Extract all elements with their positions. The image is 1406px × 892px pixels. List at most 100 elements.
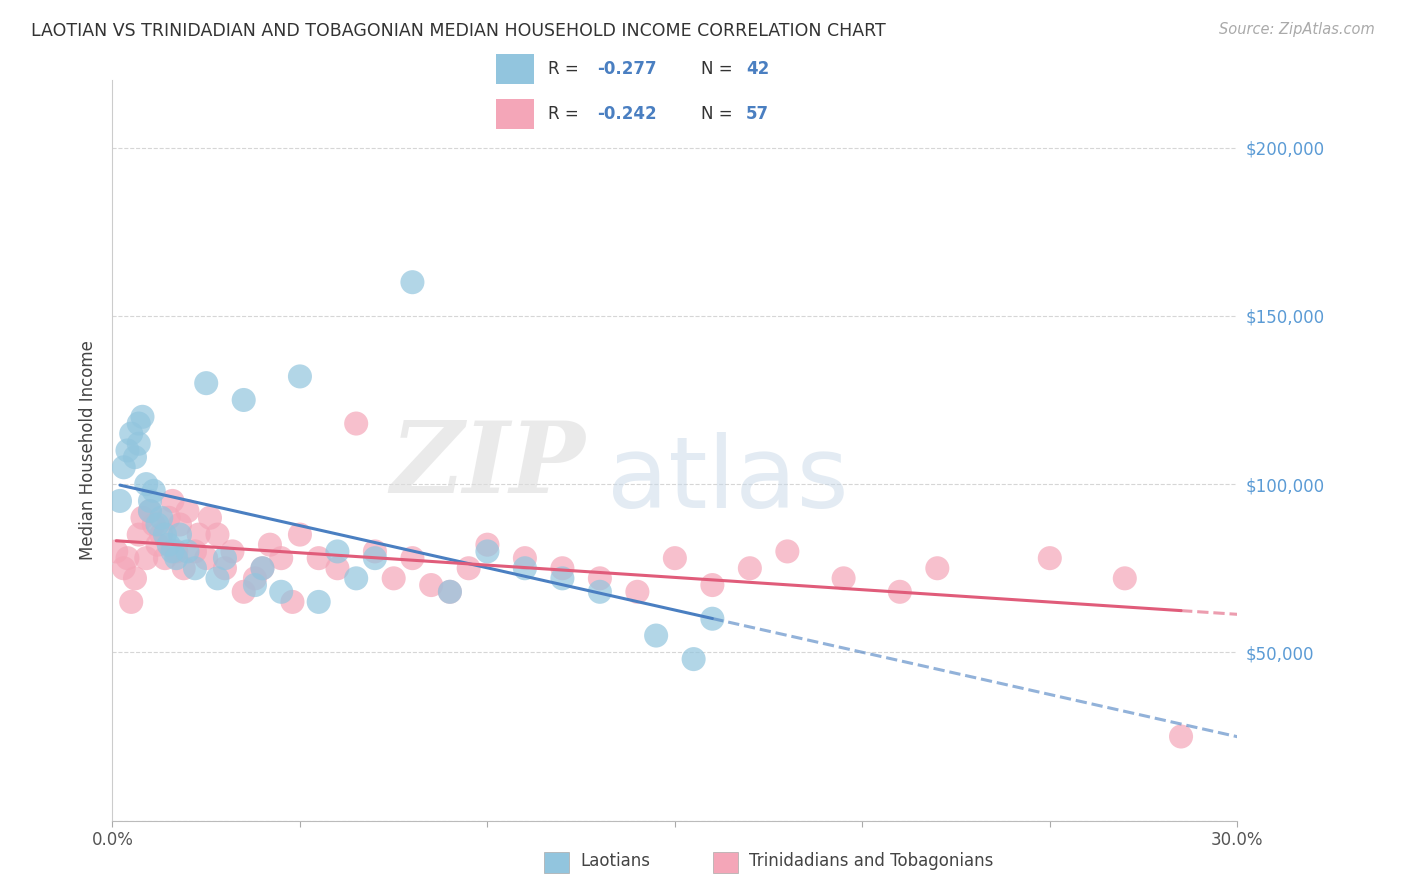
Point (326, 544, 349, 558)
Point (184, 544, 207, 558)
Point (477, 544, 499, 558)
Point (139, 494, 162, 508)
Point (308, 551, 330, 566)
Point (281, 595, 304, 609)
Point (832, 571, 855, 585)
FancyBboxPatch shape (496, 99, 533, 129)
Point (259, 538, 281, 552)
Point (176, 504, 198, 518)
Point (169, 517, 191, 532)
Point (112, 460, 135, 475)
Point (157, 538, 180, 552)
Text: Laotians: Laotians (581, 852, 651, 870)
Text: -0.277: -0.277 (596, 60, 657, 78)
Text: Trinidadians and Tobagonians: Trinidadians and Tobagonians (749, 852, 994, 870)
Point (344, 417, 367, 431)
Text: N =: N = (702, 105, 738, 123)
Point (326, 561, 349, 575)
Point (1039, 551, 1062, 566)
Point (124, 571, 146, 585)
Point (187, 527, 209, 541)
Point (184, 561, 207, 575)
Text: atlas: atlas (607, 432, 849, 529)
Y-axis label: Median Household Income: Median Household Income (79, 341, 97, 560)
Point (120, 426, 142, 441)
Point (176, 544, 198, 558)
Text: N =: N = (702, 60, 738, 78)
Point (439, 584, 461, 599)
Point (135, 551, 157, 566)
Point (131, 409, 153, 424)
Point (477, 538, 499, 552)
Point (232, 392, 254, 407)
Point (108, 494, 131, 508)
Point (513, 561, 536, 575)
Point (124, 450, 146, 465)
FancyBboxPatch shape (713, 852, 738, 873)
Text: ZIP: ZIP (389, 417, 585, 514)
Point (364, 551, 387, 566)
Point (308, 595, 330, 609)
Point (112, 561, 135, 575)
Point (401, 551, 423, 566)
Point (117, 443, 139, 458)
Point (738, 561, 761, 575)
Point (150, 510, 173, 524)
Text: LAOTIAN VS TRINIDADIAN AND TOBAGONIAN MEDIAN HOUSEHOLD INCOME CORRELATION CHART: LAOTIAN VS TRINIDADIAN AND TOBAGONIAN ME… (31, 22, 886, 40)
Point (344, 571, 367, 585)
Point (105, 544, 128, 558)
Point (146, 517, 169, 532)
Text: R =: R = (548, 105, 585, 123)
Point (288, 369, 311, 384)
Point (513, 551, 536, 566)
Point (702, 612, 724, 626)
Point (162, 544, 184, 558)
Point (157, 510, 180, 524)
Text: -0.242: -0.242 (596, 105, 657, 123)
Point (551, 571, 574, 585)
Point (139, 504, 162, 518)
Point (626, 584, 648, 599)
Text: 57: 57 (745, 105, 769, 123)
Point (135, 477, 157, 491)
Point (589, 584, 612, 599)
Point (128, 417, 150, 431)
Point (270, 551, 292, 566)
Point (420, 578, 443, 592)
Point (1170, 730, 1192, 744)
Point (150, 527, 173, 541)
Point (664, 551, 686, 566)
Point (243, 578, 266, 592)
Point (551, 561, 574, 575)
Point (142, 483, 165, 498)
Point (439, 584, 461, 599)
Point (288, 527, 311, 541)
Point (776, 544, 799, 558)
Point (1114, 571, 1136, 585)
Point (364, 544, 387, 558)
Point (162, 494, 184, 508)
Text: 42: 42 (745, 60, 769, 78)
Point (173, 561, 195, 575)
Point (128, 436, 150, 450)
Point (889, 584, 911, 599)
Point (682, 652, 704, 666)
Point (702, 578, 724, 592)
Point (645, 628, 668, 642)
Point (401, 275, 423, 289)
Point (207, 527, 229, 541)
Point (117, 551, 139, 566)
Point (153, 551, 176, 566)
Point (153, 527, 176, 541)
Point (221, 544, 243, 558)
Point (195, 376, 218, 391)
Point (382, 571, 405, 585)
Point (207, 571, 229, 585)
Point (214, 561, 236, 575)
Point (120, 595, 142, 609)
Point (165, 544, 187, 558)
Point (252, 561, 274, 575)
Point (139, 504, 162, 518)
Point (165, 551, 187, 566)
Point (457, 561, 479, 575)
